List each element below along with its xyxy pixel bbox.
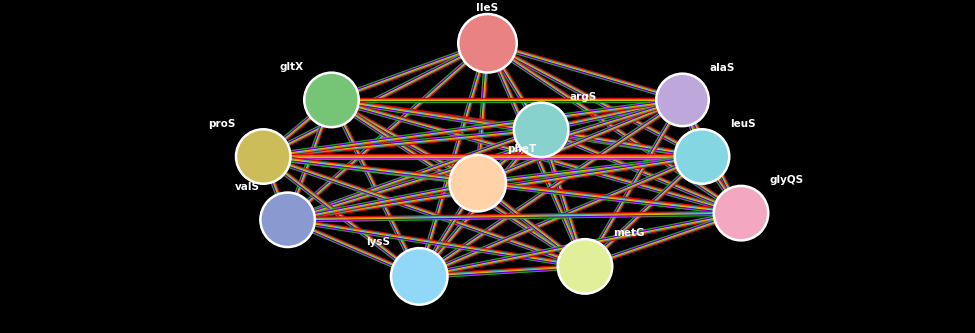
Circle shape xyxy=(261,194,314,246)
Text: lysS: lysS xyxy=(367,237,390,247)
Circle shape xyxy=(557,238,613,295)
Circle shape xyxy=(448,154,507,213)
Text: valS: valS xyxy=(235,182,259,192)
Circle shape xyxy=(715,187,767,239)
Circle shape xyxy=(657,75,708,125)
Circle shape xyxy=(676,131,728,182)
Circle shape xyxy=(390,247,448,306)
Text: pheT: pheT xyxy=(507,144,536,154)
Circle shape xyxy=(713,184,769,242)
Text: proS: proS xyxy=(208,119,235,129)
Circle shape xyxy=(674,128,730,185)
Circle shape xyxy=(237,131,290,182)
Circle shape xyxy=(303,71,360,129)
Circle shape xyxy=(559,240,611,292)
Text: IleS: IleS xyxy=(477,3,498,13)
Circle shape xyxy=(459,15,516,71)
Circle shape xyxy=(655,72,710,128)
Circle shape xyxy=(392,249,447,303)
Circle shape xyxy=(457,13,518,74)
Circle shape xyxy=(259,191,316,248)
Text: gltX: gltX xyxy=(280,62,303,72)
Text: leuS: leuS xyxy=(730,119,756,129)
Circle shape xyxy=(515,104,567,156)
Text: argS: argS xyxy=(569,92,597,102)
Circle shape xyxy=(513,101,569,159)
Circle shape xyxy=(305,74,358,126)
Circle shape xyxy=(235,128,292,185)
Text: glyQS: glyQS xyxy=(769,175,803,185)
Text: alaS: alaS xyxy=(710,63,735,73)
Text: metG: metG xyxy=(613,228,644,238)
Circle shape xyxy=(450,156,505,210)
